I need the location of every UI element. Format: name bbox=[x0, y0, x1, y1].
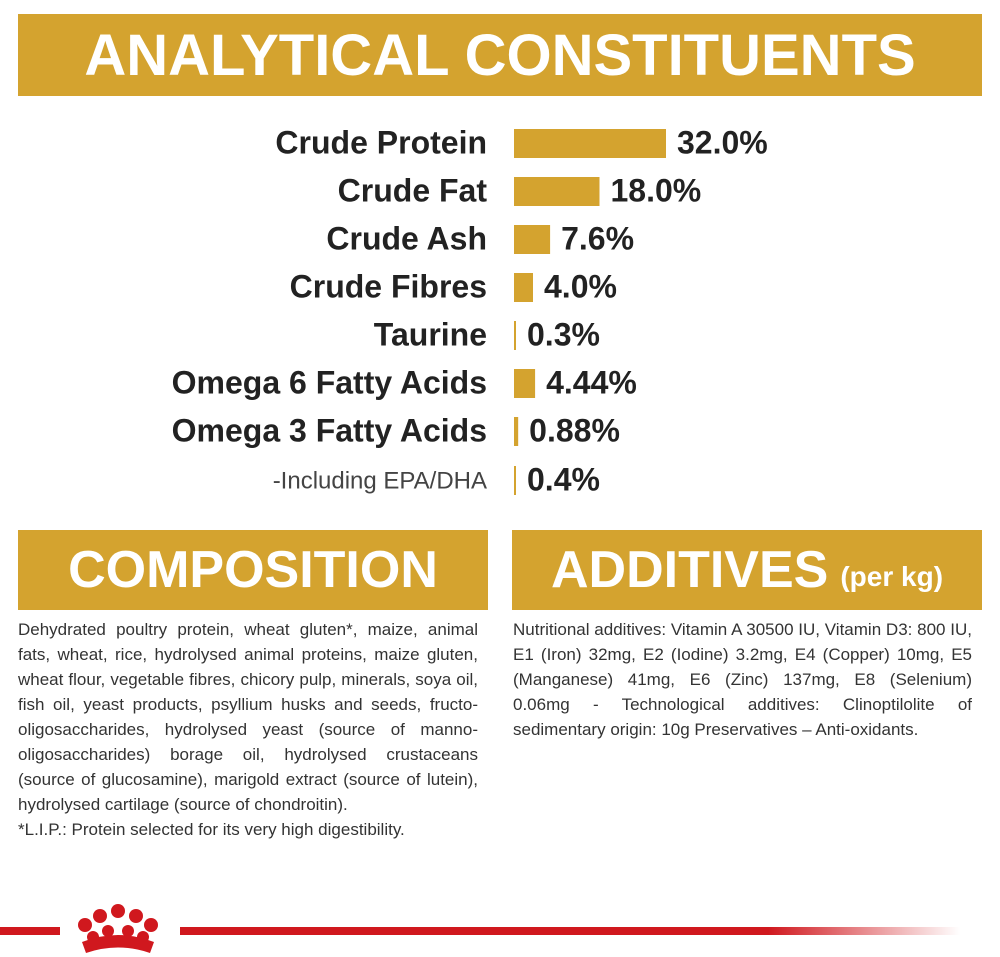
chart-title: ANALYTICAL CONSTITUENTS bbox=[84, 22, 916, 88]
category-label: Crude Fat bbox=[338, 172, 488, 208]
title-banner: ANALYTICAL CONSTITUENTS bbox=[18, 14, 982, 96]
bar bbox=[514, 177, 600, 206]
category-label: Omega 3 Fatty Acids bbox=[172, 412, 487, 448]
category-label: Crude Protein bbox=[275, 124, 487, 160]
bar bbox=[514, 369, 536, 398]
category-label: Crude Fibres bbox=[290, 268, 487, 304]
additives-unit: (per kg) bbox=[840, 561, 944, 592]
category-label: -Including EPA/DHA bbox=[273, 467, 487, 494]
red-line bbox=[0, 927, 960, 935]
bar bbox=[514, 466, 516, 495]
additives-banner: ADDITIVES (per kg) bbox=[512, 530, 982, 610]
bar bbox=[514, 273, 533, 302]
category-label: Taurine bbox=[374, 316, 487, 352]
composition-banner: COMPOSITION bbox=[18, 530, 488, 610]
additives-text: Nutritional additives: Vitamin A 30500 I… bbox=[513, 620, 972, 739]
value-label: 4.44% bbox=[546, 364, 637, 400]
value-label: 7.6% bbox=[561, 220, 634, 256]
composition-block: Dehydrated poultry protein, wheat gluten… bbox=[18, 617, 478, 842]
composition-text: Dehydrated poultry protein, wheat gluten… bbox=[18, 620, 478, 814]
composition-note: *L.I.P.: Protein selected for its very h… bbox=[18, 820, 405, 839]
value-label: 18.0% bbox=[611, 172, 702, 208]
chart: Crude Protein 32.0% Crude Fat 18.0% Crude As… bbox=[172, 124, 768, 497]
value-label: 32.0% bbox=[677, 124, 768, 160]
value-label: 0.3% bbox=[527, 316, 600, 352]
crown-logo bbox=[78, 904, 158, 953]
additives-title: ADDITIVES bbox=[550, 541, 829, 599]
logo-bg bbox=[60, 905, 180, 955]
bar bbox=[514, 417, 519, 446]
category-label: Crude Ash bbox=[326, 220, 487, 256]
value-label: 4.0% bbox=[544, 268, 617, 304]
composition-title: COMPOSITION bbox=[68, 541, 438, 599]
bar bbox=[514, 321, 516, 350]
bar bbox=[514, 225, 551, 254]
value-label: 0.88% bbox=[529, 412, 620, 448]
category-label: Omega 6 Fatty Acids bbox=[172, 364, 487, 400]
bar bbox=[514, 129, 666, 158]
value-label: 0.4% bbox=[527, 461, 600, 497]
